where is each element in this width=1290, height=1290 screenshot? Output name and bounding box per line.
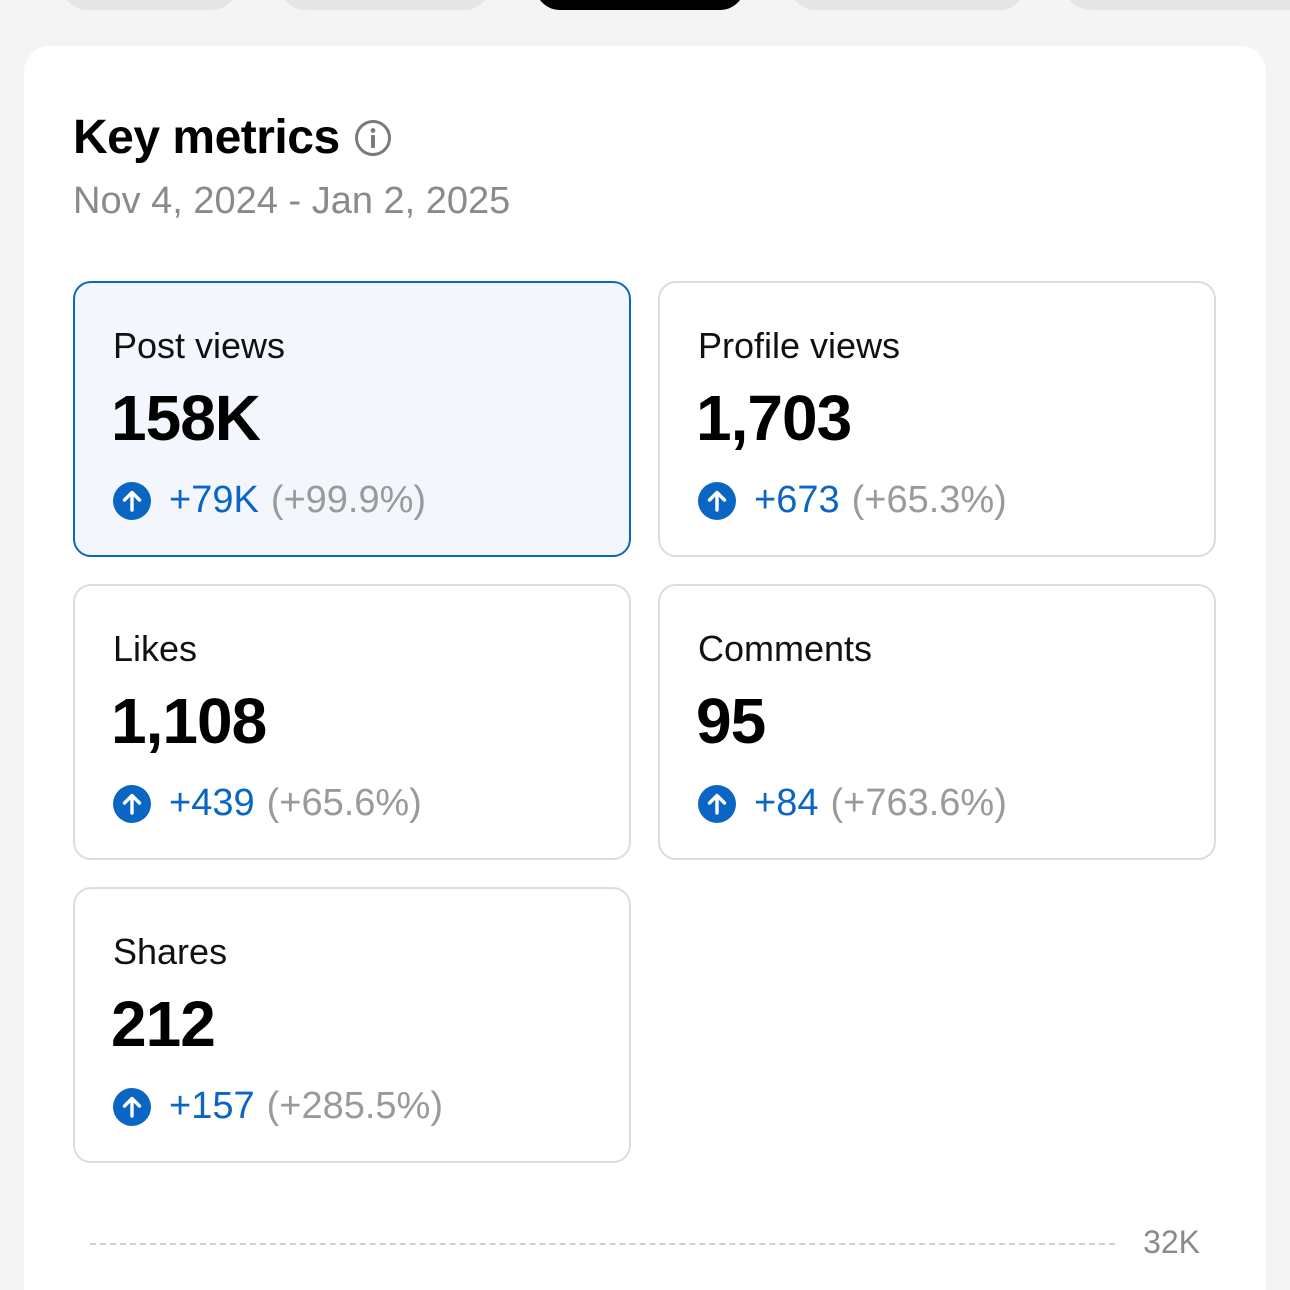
metric-card-comments[interactable]: Comments 95 +84 (+763.6%) <box>658 584 1216 860</box>
arrow-up-circle-icon <box>698 784 736 823</box>
metric-change-percent: (+285.5%) <box>266 1085 443 1127</box>
metric-change: +673 <box>754 479 840 521</box>
metric-delta: +84 (+763.6%) <box>698 782 1007 825</box>
metric-value: 95 <box>696 685 766 757</box>
metric-delta: +79K (+99.9%) <box>113 479 426 522</box>
filter-pill-active[interactable] <box>535 0 745 10</box>
date-range: Nov 4, 2024 - Jan 2, 2025 <box>73 180 511 222</box>
metric-delta: +439 (+65.6%) <box>113 782 422 825</box>
metric-value: 212 <box>111 988 216 1060</box>
metric-card-post-views[interactable]: Post views 158K +79K (+99.9%) <box>73 281 631 557</box>
title-row: Key metrics <box>73 110 392 165</box>
chart-gridline <box>90 1243 1115 1245</box>
chart-y-tick-label: 32K <box>1143 1224 1200 1260</box>
metric-card-shares[interactable]: Shares 212 +157 (+285.5%) <box>73 887 631 1163</box>
page-title: Key metrics <box>73 111 340 164</box>
metric-value: 1,703 <box>696 382 852 454</box>
metric-label: Profile views <box>698 325 901 366</box>
filter-pill[interactable] <box>280 0 490 10</box>
metric-change-percent: (+763.6%) <box>830 782 1007 824</box>
metric-change: +84 <box>754 782 819 824</box>
filter-pill[interactable] <box>790 0 1025 10</box>
arrow-up-circle-icon <box>113 1087 151 1126</box>
metric-delta: +157 (+285.5%) <box>113 1085 443 1128</box>
info-circle-icon[interactable] <box>354 119 392 157</box>
metric-change: +157 <box>169 1085 255 1127</box>
metric-label: Shares <box>113 931 228 972</box>
filter-pill[interactable] <box>62 0 237 10</box>
filter-pill[interactable] <box>1065 0 1290 10</box>
metric-value: 158K <box>111 382 261 454</box>
metric-card-profile-views[interactable]: Profile views 1,703 +673 (+65.3%) <box>658 281 1216 557</box>
arrow-up-circle-icon <box>113 481 151 520</box>
metric-change-percent: (+65.6%) <box>266 782 422 824</box>
metric-label: Post views <box>113 325 286 366</box>
metric-value: 1,108 <box>111 685 267 757</box>
metric-change: +79K <box>169 479 259 521</box>
metric-label: Comments <box>698 628 873 669</box>
metric-change-percent: (+99.9%) <box>270 479 427 521</box>
metric-delta: +673 (+65.3%) <box>698 479 1007 522</box>
metric-card-likes[interactable]: Likes 1,108 +439 (+65.6%) <box>73 584 631 860</box>
metric-change: +439 <box>169 782 255 824</box>
arrow-up-circle-icon <box>113 784 151 823</box>
metric-change-percent: (+65.3%) <box>851 479 1007 521</box>
metric-label: Likes <box>113 628 198 669</box>
arrow-up-circle-icon <box>698 481 736 520</box>
